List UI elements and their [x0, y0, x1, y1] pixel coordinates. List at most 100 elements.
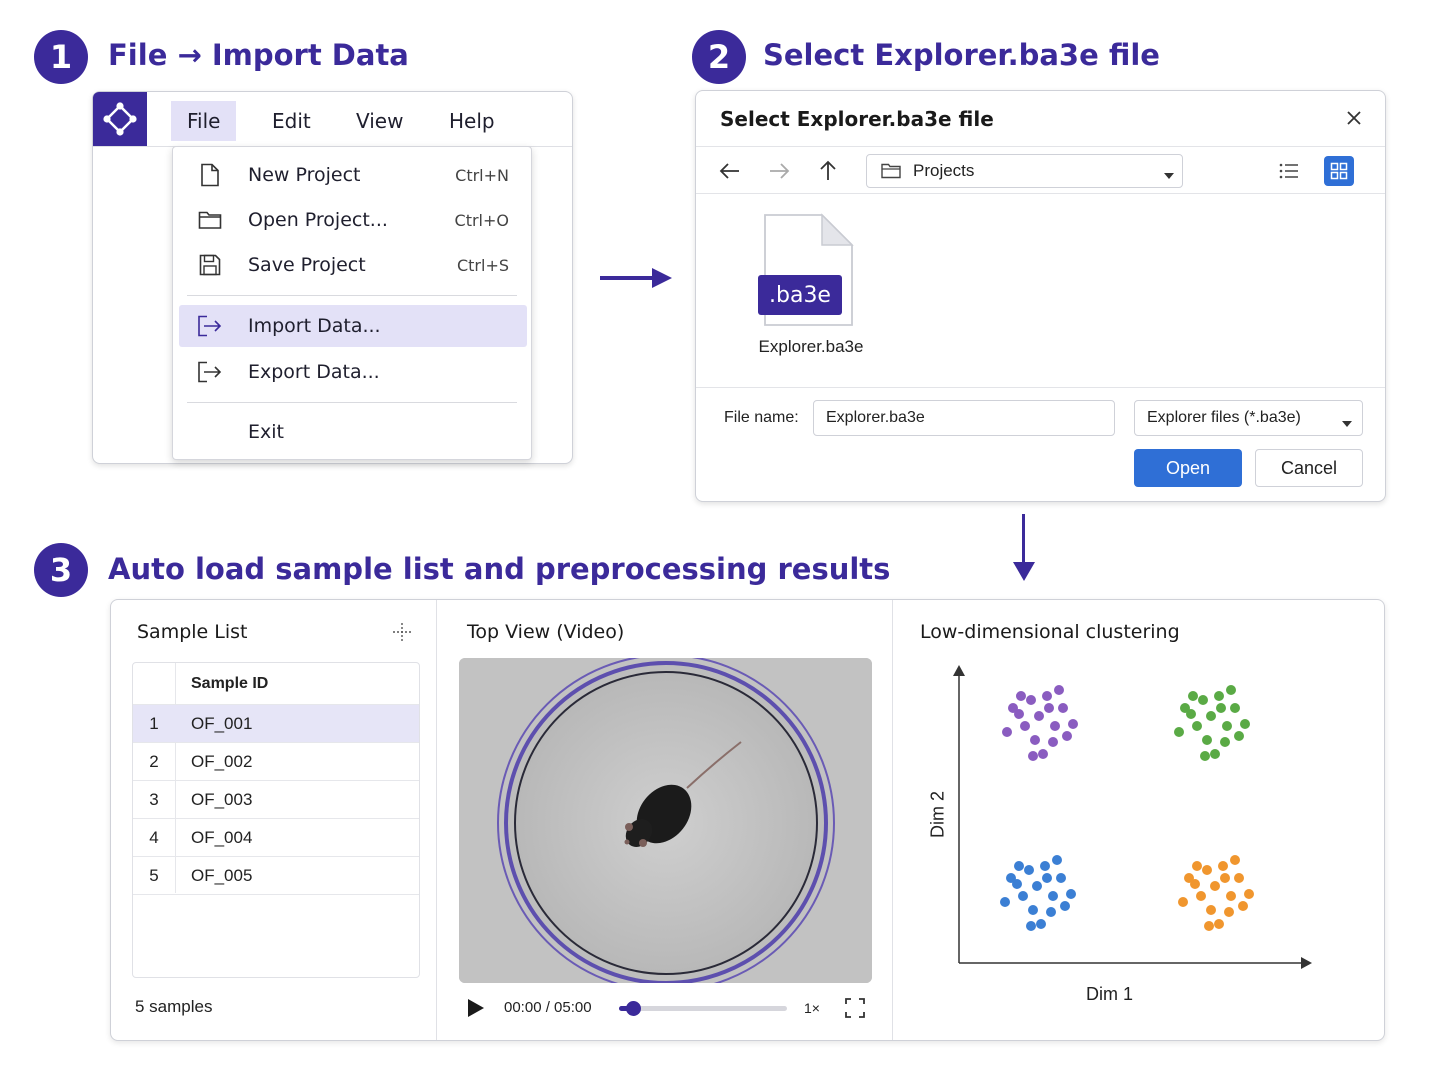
- video-title: Top View (Video): [467, 621, 625, 643]
- step-3-badge: 3: [34, 543, 88, 597]
- filename-label: File name:: [724, 409, 799, 426]
- scatter-point-green: [1222, 721, 1232, 731]
- scatter-point-orange: [1210, 881, 1220, 891]
- step-1-badge: 1: [34, 30, 88, 84]
- save-icon: [197, 252, 223, 278]
- path-label: Projects: [913, 161, 975, 180]
- file-type-filter-select[interactable]: Explorer files (*.ba3e): [1134, 400, 1363, 436]
- scatter-point-orange: [1202, 865, 1212, 875]
- menu-edit[interactable]: Edit: [272, 109, 311, 133]
- table-row[interactable]: 4 OF_004: [133, 819, 419, 857]
- scatter-point-blue: [1048, 891, 1058, 901]
- scatter-point-green: [1202, 735, 1212, 745]
- scatter-point-purple: [1030, 735, 1040, 745]
- path-dropdown[interactable]: Projects: [866, 154, 1183, 188]
- scatter-point-green: [1188, 691, 1198, 701]
- scatter-point-purple: [1050, 721, 1060, 731]
- file-item-explorer[interactable]: .ba3e: [756, 213, 866, 363]
- step-1-title: File → Import Data: [108, 38, 409, 72]
- scatter-point-purple: [1068, 719, 1078, 729]
- menubar: File Edit View Help: [93, 92, 572, 147]
- scatter-point-orange: [1204, 921, 1214, 931]
- playback-speed[interactable]: 1×: [804, 1000, 820, 1016]
- sample-id: OF_004: [191, 827, 253, 847]
- close-icon[interactable]: [1341, 105, 1367, 131]
- scatter-point-orange: [1224, 907, 1234, 917]
- back-arrow-icon[interactable]: [716, 157, 744, 185]
- table-row[interactable]: 3 OF_003: [133, 781, 419, 819]
- panel-divider: [436, 600, 437, 1040]
- file-type-badge: .ba3e: [758, 275, 842, 315]
- row-number: 2: [149, 751, 159, 771]
- scatter-point-blue: [1036, 919, 1046, 929]
- menu-item-export-data[interactable]: Export Data...: [179, 351, 527, 393]
- drag-handle-icon[interactable]: [392, 622, 412, 647]
- scatter-point-purple: [1008, 703, 1018, 713]
- caret-down-icon: [1342, 415, 1352, 433]
- menu-help[interactable]: Help: [449, 109, 495, 133]
- scatter-point-blue: [1018, 891, 1028, 901]
- scatter-point-purple: [1054, 685, 1064, 695]
- menu-item-shortcut: Ctrl+O: [454, 210, 509, 230]
- scatter-point-blue: [1000, 897, 1010, 907]
- menu-item-new-project[interactable]: New Project Ctrl+N: [179, 154, 527, 196]
- scatter-point-blue: [1028, 905, 1038, 915]
- row-number: 5: [149, 865, 159, 885]
- scatter-point-blue: [1026, 921, 1036, 931]
- table-row[interactable]: 1 OF_001: [133, 705, 419, 743]
- scatter-point-orange: [1218, 861, 1228, 871]
- seek-bar-handle[interactable]: [626, 1001, 641, 1016]
- filter-label: Explorer files (*.ba3e): [1147, 409, 1301, 426]
- sample-id: OF_001: [191, 713, 253, 733]
- sample-id: OF_005: [191, 865, 253, 885]
- x-axis-label: Dim 1: [1086, 984, 1134, 1004]
- clustering-title: Low-dimensional clustering: [920, 621, 1180, 643]
- play-icon[interactable]: [467, 998, 485, 1023]
- menu-item-label: Import Data...: [248, 315, 381, 337]
- dialog-toolbar: Projects: [696, 146, 1385, 194]
- menu-item-save-project[interactable]: Save Project Ctrl+S: [179, 244, 527, 286]
- table-row[interactable]: 5 OF_005: [133, 857, 419, 895]
- diamond-nodes-icon[interactable]: [93, 92, 147, 146]
- table-row[interactable]: 2 OF_002: [133, 743, 419, 781]
- scatter-point-green: [1206, 711, 1216, 721]
- column-header-sample-id[interactable]: Sample ID: [191, 674, 269, 692]
- scatter-point-purple: [1044, 703, 1054, 713]
- scatter-point-orange: [1238, 901, 1248, 911]
- video-seek-bar[interactable]: [619, 1001, 787, 1016]
- grid-view-icon[interactable]: [1324, 156, 1354, 186]
- menu-file[interactable]: File: [171, 101, 237, 141]
- menu-item-exit[interactable]: Exit: [179, 411, 527, 453]
- scatter-point-blue: [1014, 861, 1024, 871]
- list-view-icon[interactable]: [1274, 156, 1304, 186]
- scatter-point-green: [1192, 721, 1202, 731]
- video-time: 00:00 / 05:00: [504, 999, 592, 1016]
- step-2-badge: 2: [692, 30, 746, 84]
- scatter-point-purple: [1026, 695, 1036, 705]
- cancel-button[interactable]: Cancel: [1255, 449, 1363, 487]
- scatter-point-green: [1174, 727, 1184, 737]
- scatter-point-green: [1216, 703, 1226, 713]
- up-arrow-icon[interactable]: [814, 157, 842, 185]
- file-dialog: Select Explorer.ba3e file Projects: [695, 90, 1386, 502]
- scatter-point-blue: [1040, 861, 1050, 871]
- menu-view[interactable]: View: [356, 109, 404, 133]
- menu-item-label: New Project: [248, 164, 361, 186]
- menu-separator: [187, 295, 517, 296]
- scatter-point-green: [1234, 731, 1244, 741]
- table-number-column-divider: [175, 663, 176, 893]
- filename-input[interactable]: Explorer.ba3e: [813, 400, 1115, 436]
- open-button[interactable]: Open: [1134, 449, 1242, 487]
- flow-arrow-down: [1022, 514, 1025, 566]
- row-number: 4: [149, 827, 159, 847]
- scatter-point-purple: [1042, 691, 1052, 701]
- scatter-point-orange: [1226, 891, 1236, 901]
- video-frame[interactable]: [459, 658, 872, 983]
- menu-item-import-data[interactable]: Import Data...: [179, 305, 527, 347]
- forward-arrow-icon[interactable]: [765, 157, 793, 185]
- sample-id: OF_003: [191, 789, 253, 809]
- menu-item-open-project[interactable]: Open Project... Ctrl+O: [179, 199, 527, 241]
- fullscreen-icon[interactable]: [845, 998, 865, 1023]
- menu-separator: [187, 402, 517, 403]
- menu-item-label: Exit: [248, 421, 284, 443]
